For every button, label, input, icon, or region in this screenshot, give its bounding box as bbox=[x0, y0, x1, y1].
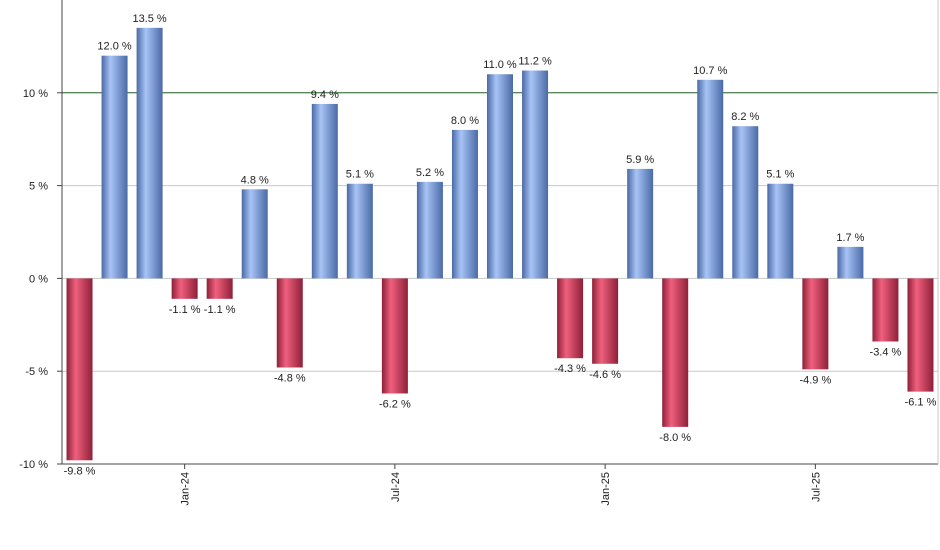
data-label: -6.1 % bbox=[905, 397, 937, 409]
data-label: 9.4 % bbox=[311, 89, 339, 101]
bar bbox=[136, 27, 163, 279]
data-label: -4.9 % bbox=[799, 374, 831, 386]
data-label: 8.2 % bbox=[731, 111, 759, 123]
data-label: 11.0 % bbox=[483, 59, 517, 71]
y-tick-label: 10 % bbox=[23, 88, 48, 100]
bar bbox=[592, 278, 619, 364]
bar bbox=[837, 246, 864, 279]
bar bbox=[311, 103, 338, 279]
data-label: 4.8 % bbox=[241, 174, 269, 186]
bar bbox=[732, 126, 759, 279]
data-label: -8.0 % bbox=[659, 432, 691, 444]
y-tick-label: -10 % bbox=[19, 459, 48, 471]
data-label: 13.5 % bbox=[132, 13, 166, 25]
bar bbox=[522, 70, 549, 279]
data-label: 10.7 % bbox=[693, 65, 727, 77]
bar bbox=[206, 278, 233, 299]
data-label: -1.1 % bbox=[204, 304, 236, 316]
x-tick-label: Jan-24 bbox=[180, 472, 192, 506]
data-label: 5.1 % bbox=[766, 169, 794, 181]
x-tick-label: Jul-24 bbox=[390, 472, 402, 502]
data-label: -4.3 % bbox=[554, 363, 586, 375]
bar bbox=[451, 129, 478, 279]
bar bbox=[381, 278, 408, 394]
bar bbox=[872, 278, 899, 342]
data-label: 11.2 % bbox=[518, 56, 552, 68]
y-tick-label: 5 % bbox=[29, 181, 48, 193]
bar bbox=[276, 278, 303, 368]
data-label: -4.8 % bbox=[274, 372, 306, 384]
data-label: 1.7 % bbox=[836, 232, 864, 244]
data-label: 8.0 % bbox=[451, 115, 479, 127]
bar bbox=[767, 183, 794, 279]
bar bbox=[416, 181, 443, 279]
bar bbox=[802, 278, 829, 370]
bar bbox=[487, 74, 513, 279]
y-tick-label: -5 % bbox=[25, 366, 48, 378]
data-label: -4.6 % bbox=[589, 369, 621, 381]
data-label: -3.4 % bbox=[870, 347, 902, 359]
x-tick-label: Jan-25 bbox=[600, 472, 612, 506]
bar bbox=[346, 183, 373, 279]
bar bbox=[557, 278, 584, 359]
bar bbox=[627, 168, 654, 279]
bar bbox=[66, 278, 93, 461]
data-label: 5.1 % bbox=[346, 169, 374, 181]
y-tick-label: 0 % bbox=[29, 273, 48, 285]
bar bbox=[697, 79, 724, 279]
data-label: 5.9 % bbox=[626, 154, 654, 166]
bar bbox=[662, 278, 689, 427]
data-label: -9.8 % bbox=[64, 465, 96, 477]
data-label: 5.2 % bbox=[416, 167, 444, 179]
data-label: -1.1 % bbox=[169, 304, 201, 316]
bar bbox=[907, 278, 934, 392]
data-label: 12.0 % bbox=[97, 41, 131, 53]
x-tick-label: Jul-25 bbox=[810, 472, 822, 502]
data-label: -6.2 % bbox=[379, 398, 411, 410]
bar bbox=[101, 55, 128, 279]
bar bbox=[171, 278, 198, 299]
bar bbox=[241, 189, 268, 279]
